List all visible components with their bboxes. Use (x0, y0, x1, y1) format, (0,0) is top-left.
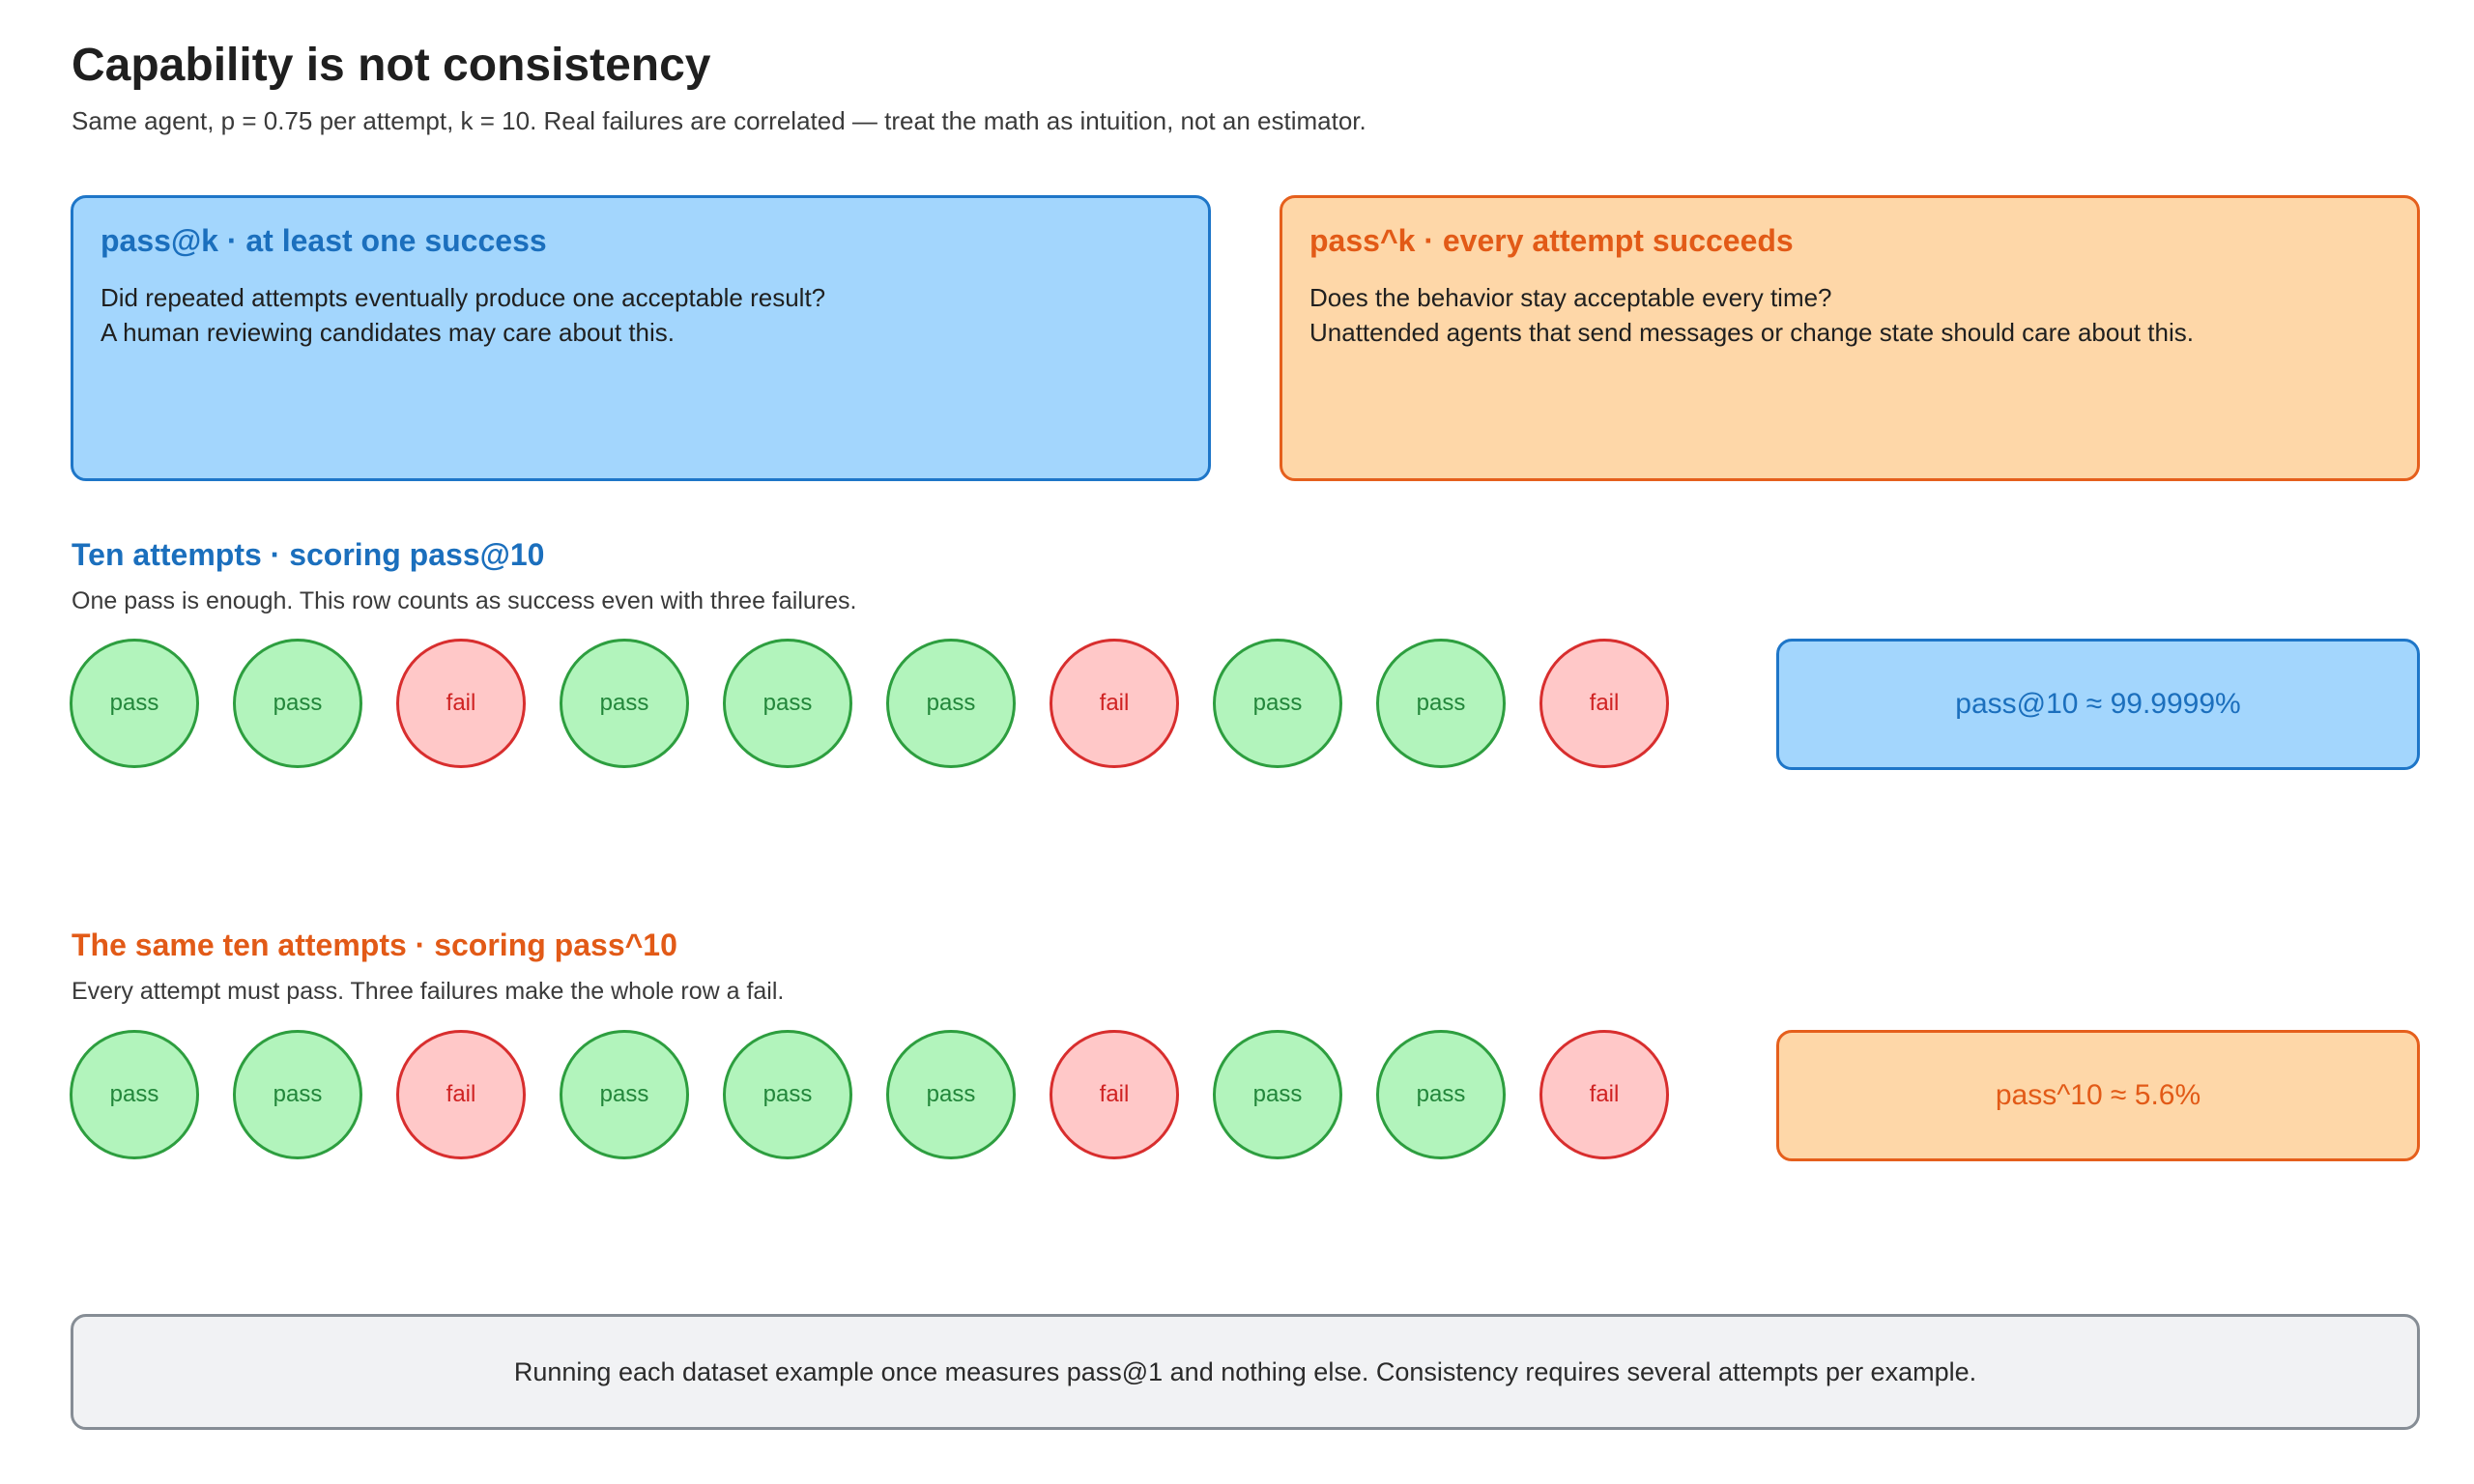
attempt-pass-circle: pass (1376, 639, 1506, 768)
section-pass-pow-10-description: Every attempt must pass. Three failures … (72, 978, 785, 1005)
attempt-pass-circle: pass (70, 1030, 199, 1159)
pass-pow-k-card-title: pass^k · every attempt succeeds (1309, 223, 1794, 258)
attempt-fail-circle: fail (396, 1030, 526, 1159)
pass-at-k-card-title: pass@k · at least one success (101, 223, 547, 258)
attempt-fail-circle: fail (1050, 1030, 1179, 1159)
pass-at-k-card-line-1: Did repeated attempts eventually produce… (101, 283, 826, 312)
attempt-pass-circle: pass (1213, 639, 1342, 768)
attempt-pass-circle: pass (1213, 1030, 1342, 1159)
attempt-pass-circle: pass (1376, 1030, 1506, 1159)
attempt-pass-circle: pass (233, 639, 362, 768)
attempt-fail-circle: fail (1539, 639, 1669, 768)
pass-pow-k-card-line-1: Does the behavior stay acceptable every … (1309, 283, 1832, 312)
section-pass-pow-10-title: The same ten attempts · scoring pass^10 (72, 928, 677, 962)
section-pass-at-10-description: One pass is enough. This row counts as s… (72, 587, 857, 614)
section-pass-at-10-title: Ten attempts · scoring pass@10 (72, 537, 545, 572)
footer-note: Running each dataset example once measur… (71, 1314, 2420, 1430)
attempt-pass-circle: pass (723, 639, 852, 768)
attempt-pass-circle: pass (723, 1030, 852, 1159)
pass-at-10-result: pass@10 ≈ 99.9999% (1776, 639, 2420, 770)
attempt-pass-circle: pass (70, 639, 199, 768)
attempt-pass-circle: pass (886, 639, 1016, 768)
attempt-pass-circle: pass (560, 639, 689, 768)
page-subtitle: Same agent, p = 0.75 per attempt, k = 10… (72, 106, 1366, 135)
attempt-fail-circle: fail (1050, 639, 1179, 768)
attempt-fail-circle: fail (1539, 1030, 1669, 1159)
page-title: Capability is not consistency (72, 40, 711, 91)
attempt-pass-circle: pass (886, 1030, 1016, 1159)
pass-at-k-card: pass@k · at least one success Did repeat… (71, 195, 1211, 481)
pass-pow-k-card: pass^k · every attempt succeeds Does the… (1280, 195, 2420, 481)
pass-pow-10-result: pass^10 ≈ 5.6% (1776, 1030, 2420, 1161)
attempt-pass-circle: pass (560, 1030, 689, 1159)
pass-at-k-card-line-2: A human reviewing candidates may care ab… (101, 318, 676, 347)
attempt-pass-circle: pass (233, 1030, 362, 1159)
pass-pow-k-card-line-2: Unattended agents that send messages or … (1309, 318, 2194, 347)
attempt-fail-circle: fail (396, 639, 526, 768)
